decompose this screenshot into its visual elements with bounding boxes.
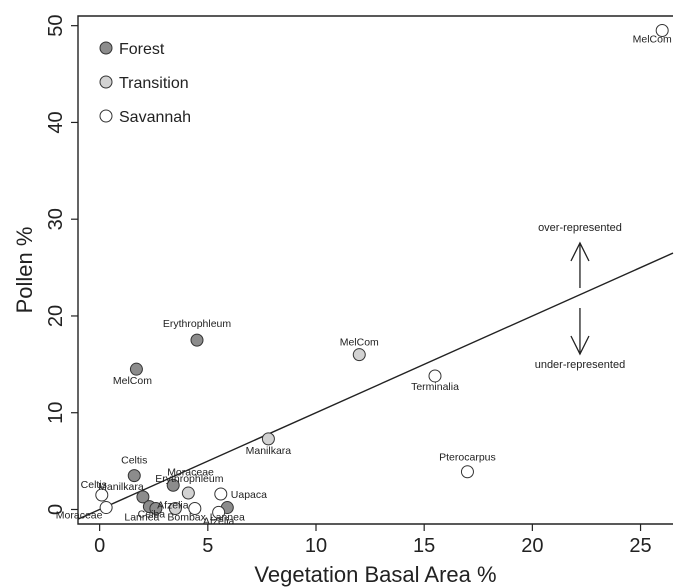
point-label: Moraceae <box>167 466 214 478</box>
point-transition <box>352 348 366 362</box>
y-tick-label: 10 <box>45 402 67 424</box>
point-label: Bombax <box>167 512 206 524</box>
legend-marker <box>99 41 113 55</box>
point-savannah <box>655 24 669 38</box>
point-label: MelCom <box>113 375 152 387</box>
point-savannah <box>188 502 202 516</box>
y-tick-label: 40 <box>45 111 67 133</box>
plot-frame <box>77 15 673 525</box>
point-savannah <box>214 487 228 501</box>
point-forest <box>149 502 163 516</box>
x-tick-label: 5 <box>202 535 213 557</box>
under-represented-label: under-represented <box>535 359 626 371</box>
point-transition <box>168 502 182 516</box>
point-savannah <box>212 505 226 519</box>
x-tick-label: 15 <box>413 535 435 557</box>
point-forest <box>129 362 143 376</box>
x-axis-title: Vegetation Basal Area % <box>254 562 496 587</box>
point-label: Manilkara <box>246 445 292 457</box>
y-tick-label: 0 <box>45 504 67 515</box>
point-savannah <box>99 501 113 515</box>
x-tick-label: 25 <box>629 535 651 557</box>
point-label: MelCom <box>633 34 672 46</box>
x-tick-label: 10 <box>305 535 327 557</box>
axes-layer: 0 5 10 15 20 25 0 10 20 30 40 50 Vegetation Basal Ar… <box>12 15 673 587</box>
down-arrow-head <box>570 335 590 356</box>
point-forest <box>136 490 150 504</box>
point-label: Pterocarpus <box>439 452 496 464</box>
x-tick-label: 20 <box>521 535 543 557</box>
point-savannah <box>460 465 474 479</box>
point-label: Celtis <box>81 479 107 491</box>
point-label: Terminalia <box>411 381 459 393</box>
y-tick-label: 20 <box>45 305 67 327</box>
legend-label: Savannah <box>119 109 191 126</box>
lines-layer <box>77 252 674 520</box>
point-forest <box>190 333 204 347</box>
point-label: Uapaca <box>231 489 267 501</box>
legend-label: Forest <box>119 41 165 58</box>
over-represented-label: over-represented <box>538 222 622 234</box>
point-label: Erythrophleum <box>163 318 232 330</box>
reference-line <box>77 252 674 520</box>
point-forest <box>166 478 180 492</box>
point-label: Celtis <box>121 455 147 467</box>
annotations: over-represented under-represented <box>535 222 626 371</box>
point-forest <box>127 469 141 483</box>
legend-marker <box>99 75 113 89</box>
up-arrow-head <box>570 241 590 262</box>
point-label: MelCom <box>340 337 379 349</box>
legend: Forest Transition Savannah <box>99 41 191 126</box>
points-layer <box>95 24 669 519</box>
y-tick-label: 50 <box>45 15 67 37</box>
point-label: Erythrophleum <box>155 473 224 485</box>
legend-label: Transition <box>119 75 189 92</box>
point-transition <box>261 432 275 446</box>
legend-marker <box>99 109 113 123</box>
y-tick-label: 30 <box>45 208 67 230</box>
point-label: Manilkara <box>98 481 144 493</box>
point-label: Ceiba <box>138 509 166 521</box>
point-label: Lannea <box>210 512 245 524</box>
y-axis-title: Pollen % <box>12 227 37 314</box>
point-label: Moraceae <box>56 510 103 522</box>
point-savannah <box>428 369 442 383</box>
x-tick-label: 0 <box>94 535 105 557</box>
point-label: Afzelia <box>157 500 189 512</box>
point-transition <box>181 486 195 500</box>
point-savannah <box>95 488 109 502</box>
point-label: Lannea <box>124 512 159 524</box>
